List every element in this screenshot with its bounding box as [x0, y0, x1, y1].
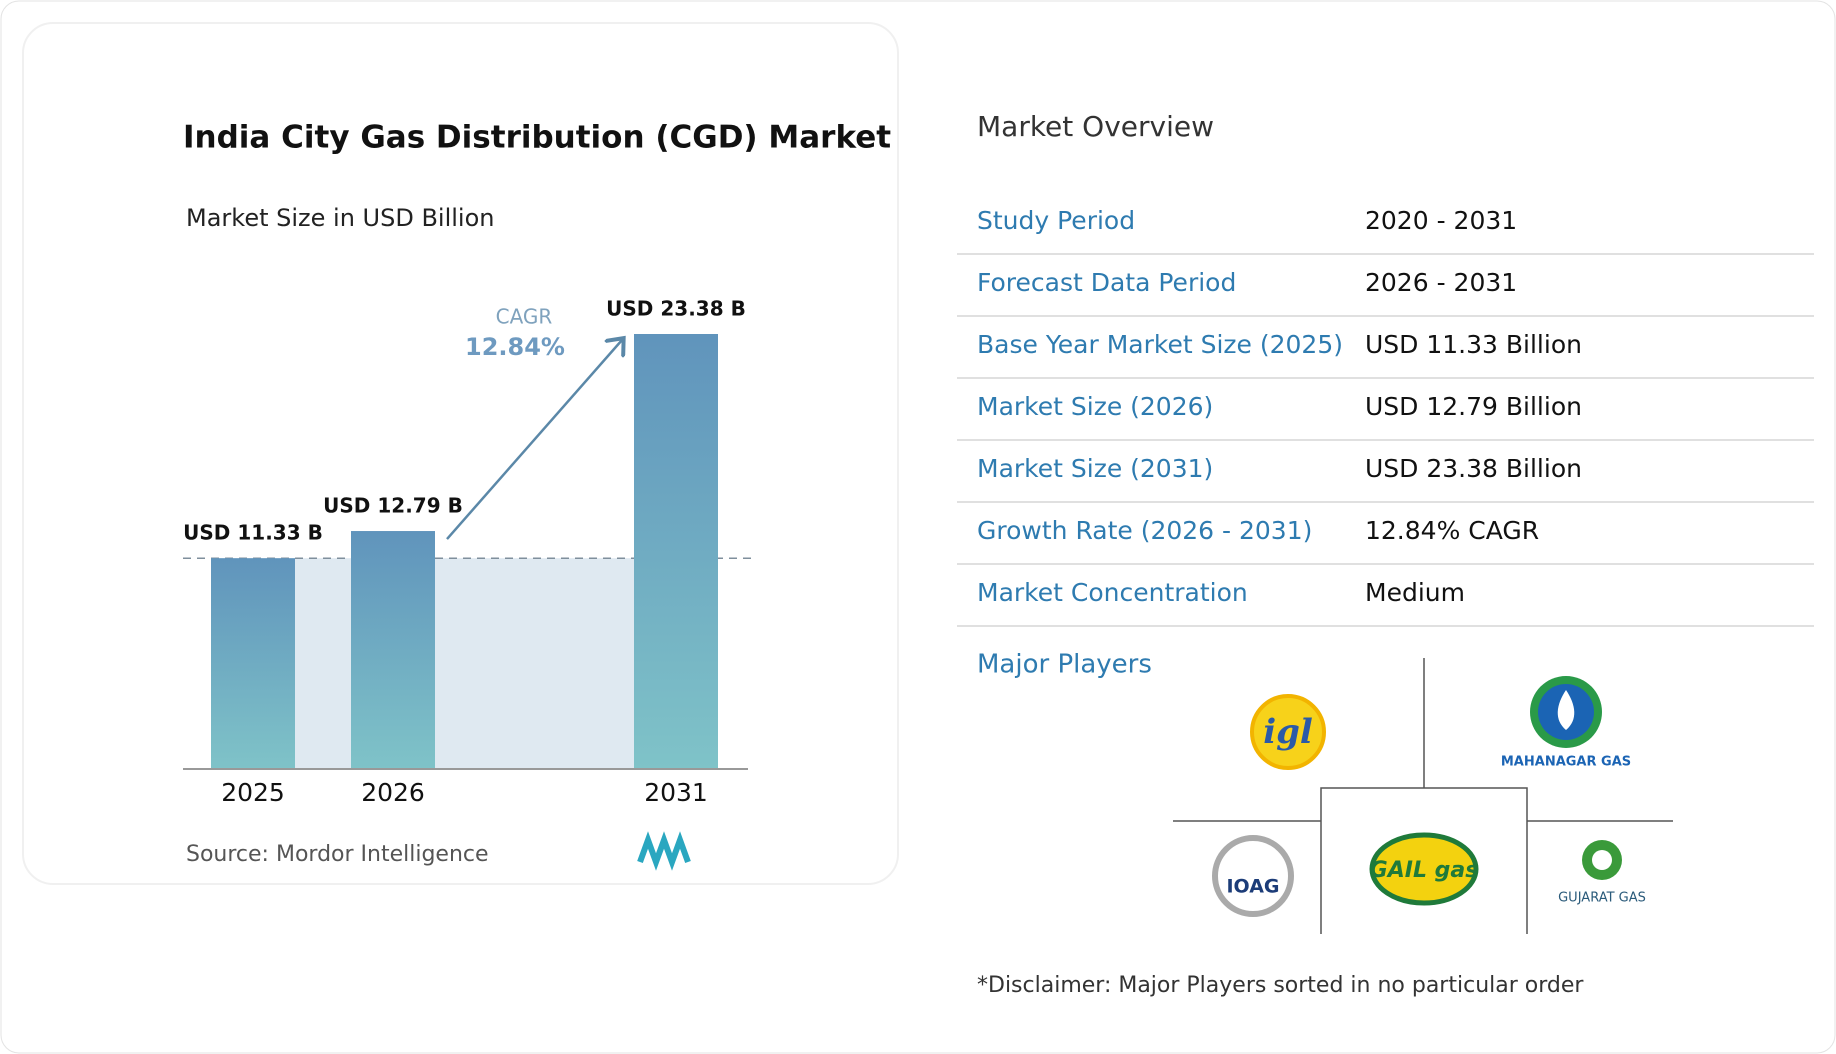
x-tick-label: 2031 — [644, 778, 708, 807]
brand-logo — [637, 831, 691, 871]
row-label: Growth Rate (2026 - 2031) — [977, 516, 1312, 545]
row-label: Study Period — [977, 206, 1135, 235]
bar — [634, 334, 718, 769]
cagr-label: CAGR — [496, 305, 553, 329]
reference-band — [211, 558, 718, 769]
cagr-arrow — [446, 340, 622, 540]
row-label: Market Size (2026) — [977, 392, 1213, 421]
row-label: Forecast Data Period — [977, 268, 1236, 297]
value-label: USD 23.38 B — [606, 297, 746, 321]
row-value: 12.84% CAGR — [1365, 516, 1539, 545]
row-value: 2026 - 2031 — [1365, 268, 1517, 297]
chart-subtitle: Market Size in USD Billion — [186, 204, 494, 232]
overview-title: Market Overview — [977, 110, 1214, 143]
logo-text: IOAG — [1226, 876, 1279, 898]
logo-ioag: IOAG — [1212, 835, 1294, 917]
logo-text: igl — [1263, 712, 1313, 752]
row-value: USD 11.33 Billion — [1365, 330, 1582, 359]
cagr-value: 12.84% — [465, 333, 565, 361]
logo-gail: GAIL gas — [1369, 832, 1479, 906]
row-value: USD 12.79 Billion — [1365, 392, 1582, 421]
logo-text: MAHANAGAR GAS — [1501, 755, 1631, 770]
players-title: Major Players — [977, 650, 1152, 680]
row-value: Medium — [1365, 578, 1465, 607]
chart-title: India City Gas Distribution (CGD) Market — [183, 120, 891, 156]
players-grid — [1173, 658, 1673, 934]
row-label: Market Concentration — [977, 578, 1248, 607]
x-tick-label: 2026 — [361, 778, 425, 807]
row-value: 2020 - 2031 — [1365, 206, 1517, 235]
value-label: USD 12.79 B — [323, 494, 463, 518]
row-label: Base Year Market Size (2025) — [977, 330, 1343, 359]
logo-text: GAIL gas — [1370, 858, 1479, 883]
x-tick-label: 2025 — [221, 778, 285, 807]
logo-text: GUJARAT GAS — [1558, 891, 1646, 906]
disclaimer: *Disclaimer: Major Players sorted in no … — [977, 973, 1584, 998]
logo-mahanagar: MAHANAGAR GAS — [1501, 676, 1631, 770]
bar — [351, 531, 435, 769]
bar — [211, 558, 295, 769]
row-label: Market Size (2031) — [977, 454, 1213, 483]
row-value: USD 23.38 Billion — [1365, 454, 1582, 483]
logo-igl: igl — [1250, 694, 1326, 770]
source: Source: Mordor Intelligence — [186, 842, 489, 867]
logo-gujarat: GUJARAT GAS — [1558, 840, 1646, 906]
value-label: USD 11.33 B — [183, 521, 323, 545]
overview-table: Study Period 2020 - 2031 Forecast Data Per… — [957, 206, 1814, 627]
